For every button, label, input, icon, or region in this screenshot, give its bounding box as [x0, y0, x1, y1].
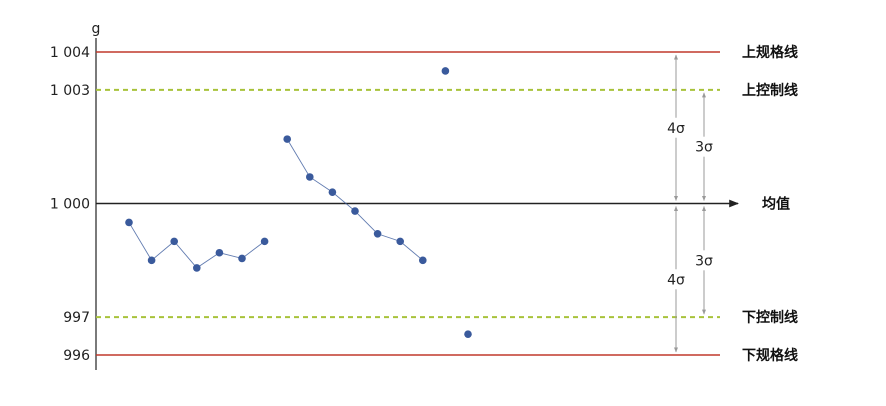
- ref-line-label-2: 均值: [762, 196, 790, 213]
- data-points: [125, 67, 472, 338]
- data-point-0-5: [238, 254, 246, 263]
- sigma-label-1: 3σ: [695, 140, 713, 156]
- data-point-1-5: [396, 237, 405, 246]
- sigma-label-3: 3σ: [695, 253, 713, 269]
- data-point-0-0: [125, 218, 133, 227]
- sigma-label-2: 4σ: [667, 272, 685, 288]
- sigma-bracket-0: 4σ: [662, 54, 690, 201]
- y-tick-label-3: 997: [63, 310, 90, 326]
- sigma-brackets: 4σ 3σ 4σ 3σ: [662, 54, 718, 353]
- data-point-2-0: [441, 67, 450, 75]
- data-point-1-1: [306, 173, 314, 181]
- ref-line-label-4: 下规格线: [742, 347, 798, 364]
- y-tick-label-4: 996: [63, 348, 90, 364]
- y-tick-labels: 1 004 1 003 1 000 997 996: [50, 45, 90, 364]
- data-point-0-1: [147, 256, 156, 265]
- y-tick-label-1: 1 003: [50, 83, 90, 99]
- data-point-1-6: [419, 256, 427, 265]
- ref-line-label-0: 上规格线: [742, 44, 798, 61]
- ref-line-label-1: 上控制线: [742, 82, 798, 99]
- sigma-bracket-3: 3σ: [690, 206, 718, 315]
- data-point-0-3: [193, 264, 201, 272]
- data-point-1-0: [283, 135, 292, 143]
- data-point-0-2: [170, 237, 178, 246]
- y-tick-label-0: 1 004: [50, 45, 90, 61]
- sigma-bracket-2: 4σ: [662, 206, 690, 353]
- data-point-0-6: [260, 237, 269, 246]
- data-point-0-4: [215, 248, 224, 257]
- sigma-bracket-1: 3σ: [690, 92, 718, 201]
- data-point-1-2: [328, 188, 337, 196]
- sigma-label-0: 4σ: [667, 121, 685, 137]
- y-tick-label-2: 1 000: [50, 197, 90, 213]
- ref-line-label-3: 下控制线: [742, 309, 798, 326]
- data-point-1-3: [351, 207, 359, 215]
- data-point-3-0: [464, 330, 472, 338]
- data-point-1-4: [373, 230, 382, 238]
- y-axis-unit-label: g: [92, 21, 101, 37]
